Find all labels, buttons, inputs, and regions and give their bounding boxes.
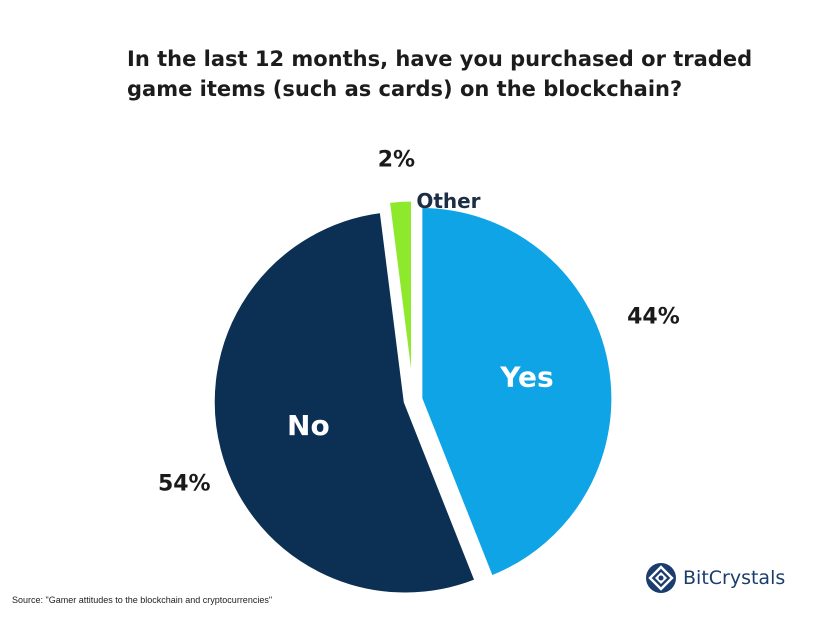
slice-value-no: 54% [158,472,211,497]
source-note: Source: "Gamer attitudes to the blockcha… [12,595,273,605]
pie-slice-yes [419,204,615,579]
pie-slice-no [211,209,478,596]
slice-value-other: 2% [378,147,415,172]
pie-slice-other [386,198,414,393]
slice-value-yes: 44% [627,305,680,330]
brand-name: BitCrystals [683,567,786,589]
slice-label-other: Other [416,189,480,213]
slice-label-no: No [287,409,330,442]
slice-label-yes: Yes [499,360,553,393]
bitcrystals-logo-icon [646,563,676,593]
chart-title: In the last 12 months, have you purchase… [127,47,753,101]
brand-logo: BitCrystals [645,562,785,594]
